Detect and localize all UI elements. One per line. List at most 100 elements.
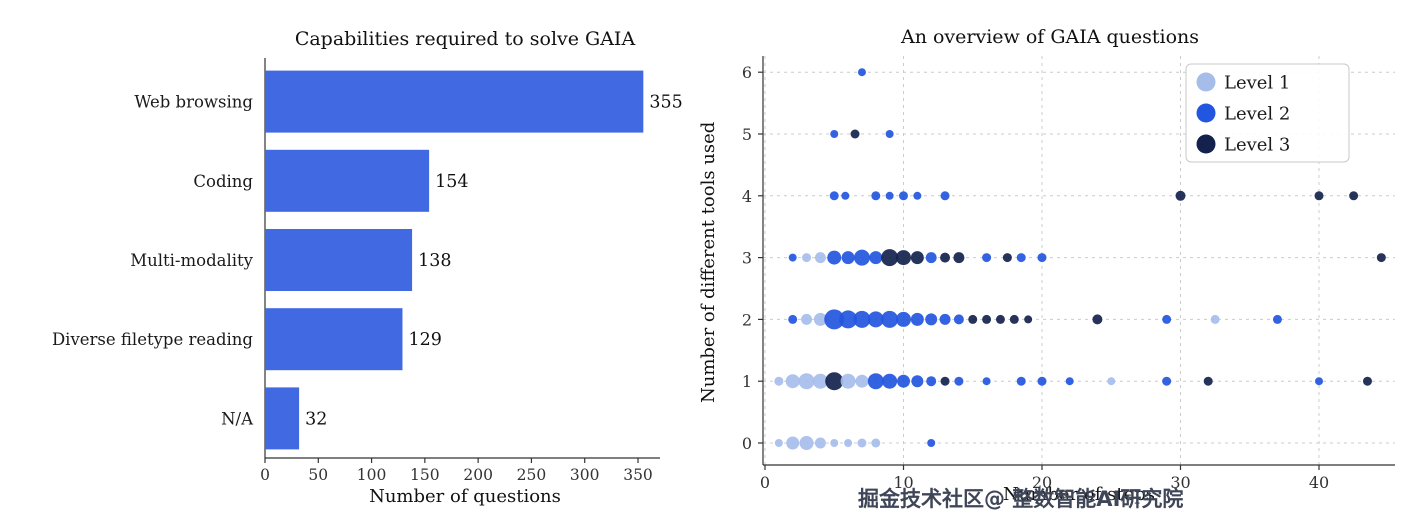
bar-value-label: 355 (649, 93, 682, 113)
scatter-point (1162, 314, 1172, 324)
category-label: Multi-modality (130, 251, 253, 270)
y-tick-label: 4 (742, 187, 752, 206)
scatter-point (824, 309, 845, 330)
scatter-point (896, 250, 911, 266)
scatter-point (840, 373, 856, 389)
legend-swatch (1196, 72, 1216, 92)
scatter-point (885, 130, 894, 138)
x-tick-label: 40 (1309, 473, 1329, 492)
scatter-point (827, 250, 842, 265)
scatter-chart-canvas: 0 10 20 30 40 0 1 2 3 4 5 6 Level 1 Level 2 Level 3 (742, 56, 1395, 492)
y-tick-label: 0 (742, 434, 752, 453)
scatter-point (1203, 376, 1213, 386)
scatter-point (1349, 191, 1359, 201)
bar-chart-xlabel: Number of questions (369, 486, 561, 507)
scatter-point (1376, 253, 1386, 263)
scatter-point (841, 251, 855, 265)
watermark-text: 掘金技术社区@ 整数智能AI研究院 (858, 487, 1184, 511)
scatter-point (940, 191, 950, 201)
category-label: N/A (221, 409, 254, 428)
scatter-point (867, 311, 884, 328)
scatter-point (954, 376, 964, 386)
bar-value-label: 129 (408, 330, 441, 350)
scatter-point (910, 251, 924, 265)
x-tick-label: 300 (570, 466, 600, 484)
scatter-point (799, 436, 814, 450)
scatter-point (1315, 377, 1323, 386)
scatter-point (871, 191, 881, 201)
scatter-chart-ylabel: Number of different tools used (698, 121, 719, 404)
scatter-point (897, 374, 910, 388)
x-tick-label: 250 (517, 466, 547, 484)
scatter-point (786, 436, 800, 450)
scatter-point (830, 439, 839, 447)
x-tick-label: 50 (308, 466, 328, 484)
scatter-point (926, 376, 937, 387)
scatter-point (968, 314, 978, 324)
bar (265, 229, 413, 291)
scatter-point (839, 310, 858, 329)
scatter-point (850, 129, 860, 139)
scatter-point (982, 253, 992, 263)
scatter-point (1016, 376, 1026, 386)
bar (265, 387, 300, 450)
scatter-point (885, 191, 894, 200)
scatter-point (1210, 314, 1220, 324)
y-tick-label: 1 (742, 372, 752, 391)
scatter-point (1002, 253, 1012, 263)
x-tick-label: 150 (410, 466, 440, 484)
scatter-point (814, 437, 826, 449)
scatter-point (855, 374, 869, 388)
x-tick-label: 30 (1170, 473, 1190, 492)
scatter-point (1092, 314, 1103, 325)
scatter-point (867, 373, 884, 390)
y-tick-label: 3 (742, 249, 752, 268)
scatter-point (785, 374, 800, 389)
scatter-point (881, 310, 899, 328)
x-tick-label: 350 (623, 466, 653, 484)
scatter-point (788, 253, 797, 262)
bar (265, 308, 403, 371)
scatter-point (982, 314, 992, 324)
scatter-point (940, 376, 950, 386)
scatter-point (899, 191, 908, 201)
scatter-point (1107, 377, 1116, 386)
y-tick-label: 2 (742, 310, 752, 329)
scatter-point (813, 312, 827, 326)
x-tick-label: 100 (357, 466, 387, 484)
scatter-point (1016, 253, 1026, 263)
scatter-point (844, 439, 853, 447)
scatter-point (911, 375, 924, 388)
scatter-chart-xlabel: Number of steps (1002, 484, 1155, 505)
scatter-point (869, 251, 883, 265)
scatter-point (802, 253, 812, 263)
bar-value-label: 154 (435, 172, 468, 192)
scatter-point (841, 191, 850, 200)
legend-label: Level 1 (1224, 73, 1290, 94)
category-label: Diverse filetype reading (52, 330, 253, 349)
scatter-point (857, 438, 867, 448)
bar (265, 149, 430, 212)
y-tick-label: 6 (742, 63, 752, 82)
category-label: Web browsing (134, 93, 253, 112)
scatter-point (940, 252, 951, 263)
scatter-point (801, 313, 813, 325)
bar-value-label: 32 (305, 409, 327, 429)
scatter-point (814, 252, 826, 264)
scatter-point (774, 439, 783, 447)
category-label: Coding (193, 172, 253, 191)
scatter-chart-title: An overview of GAIA questions (900, 26, 1200, 48)
scatter-point (982, 377, 991, 386)
scatter-point (1009, 314, 1019, 324)
scatter-point (830, 130, 839, 138)
scatter-point (882, 373, 898, 389)
y-tick-label: 5 (742, 125, 752, 144)
bar-chart-title: Capabilities required to solve GAIA (294, 28, 636, 50)
scatter-point (1162, 376, 1172, 386)
scatter-point (925, 252, 937, 264)
scatter-point (1037, 253, 1047, 263)
x-tick-label: 10 (893, 473, 913, 492)
x-tick-label: 0 (760, 473, 770, 492)
scatter-point (896, 311, 911, 327)
legend-swatch (1196, 134, 1216, 154)
